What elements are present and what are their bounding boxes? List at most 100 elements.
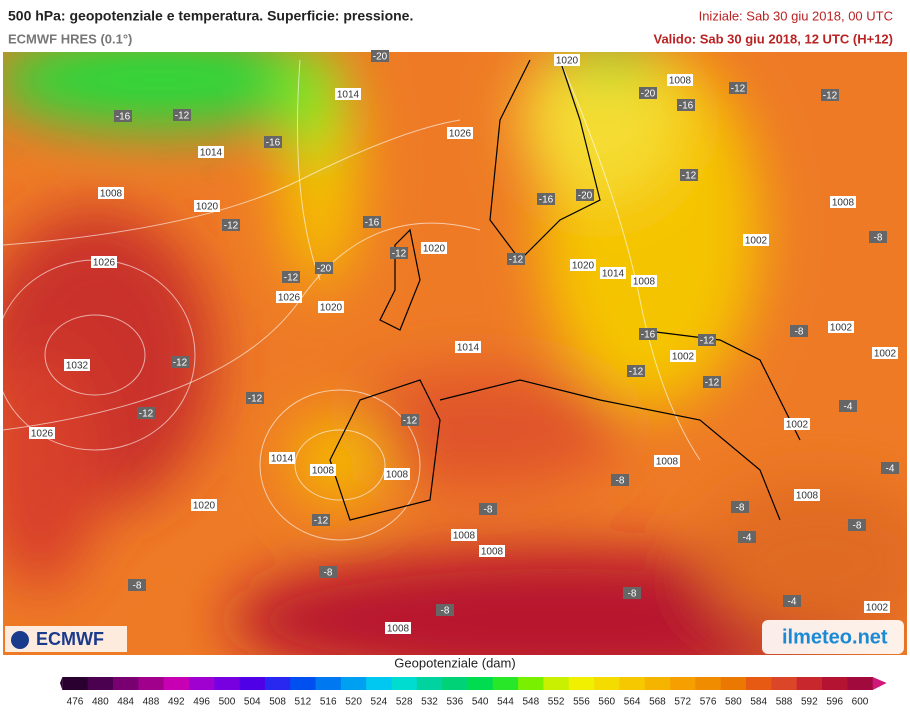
label-box <box>315 262 333 274</box>
colorbar-tick-label: 520 <box>345 697 362 708</box>
init-time: Iniziale: Sab 30 giu 2018, 00 UTC <box>699 8 893 23</box>
colorbar-tick-label: 588 <box>776 697 793 708</box>
temperature-label: -12 <box>248 394 263 405</box>
label-box <box>703 376 721 388</box>
pressure-label: 1014 <box>200 148 223 159</box>
temperature-label: -20 <box>578 191 593 202</box>
colorbar-swatch <box>619 677 646 690</box>
label-box <box>729 82 747 94</box>
colorbar-swatch <box>138 677 165 690</box>
label-box <box>363 216 381 228</box>
colorbar-swatch <box>112 677 139 690</box>
colorbar-swatch <box>264 677 291 690</box>
temperature-label: -8 <box>795 327 804 338</box>
colorbar-title: Geopotenziale (dam) <box>394 655 515 670</box>
colorbar-tick-label: 580 <box>725 697 742 708</box>
temperature-label: -8 <box>616 476 625 487</box>
label-box <box>738 531 756 543</box>
colorbar-swatch <box>822 677 848 690</box>
pressure-label: 1008 <box>387 624 410 635</box>
colorbar-swatch <box>366 677 393 690</box>
colorbar-tick-label: 508 <box>269 697 286 708</box>
temperature-label: -12 <box>700 336 715 347</box>
temperature-label: -12 <box>314 516 329 527</box>
label-box <box>276 291 302 303</box>
label-box <box>319 566 337 578</box>
label-box <box>447 127 473 139</box>
pressure-label: 1008 <box>312 466 335 477</box>
label-box <box>600 267 626 279</box>
colorbar-swatch <box>847 677 874 690</box>
label-box <box>64 359 90 371</box>
label-box <box>436 604 454 616</box>
colorbar-tick-label: 488 <box>143 697 160 708</box>
colorbar-tick-label: 540 <box>472 697 489 708</box>
colorbar-swatch <box>214 677 241 690</box>
pressure-label: 1014 <box>457 343 480 354</box>
label-box <box>371 50 389 62</box>
label-box <box>114 110 132 122</box>
temperature-label: -16 <box>266 138 281 149</box>
temperature-label: -20 <box>641 89 656 100</box>
colorbar-tick-label: 480 <box>92 697 109 708</box>
label-box <box>264 136 282 148</box>
label-box <box>282 271 300 283</box>
colorbar-swatch <box>239 677 266 690</box>
colorbar-tick-label: 512 <box>295 697 312 708</box>
temperature-label: -12 <box>224 221 239 232</box>
label-box <box>91 256 117 268</box>
colorbar-tick-label: 548 <box>522 697 539 708</box>
label-box <box>29 427 55 439</box>
colorbar-swatch <box>62 677 89 690</box>
label-box <box>570 259 596 271</box>
pressure-label: 1020 <box>196 202 219 213</box>
label-box <box>680 169 698 181</box>
colorbar-tick-label: 536 <box>446 697 463 708</box>
pressure-label: 1020 <box>320 303 343 314</box>
label-box <box>128 579 146 591</box>
label-box <box>872 347 898 359</box>
colorbar-swatch <box>796 677 823 690</box>
logo-icon <box>11 631 29 649</box>
pressure-label: 1008 <box>656 457 679 468</box>
label-box <box>171 356 189 368</box>
colorbar-tick-label: 560 <box>598 697 615 708</box>
temperature-label: -4 <box>788 597 797 608</box>
colorbar-tick-label: 484 <box>117 697 134 708</box>
pressure-label: 1032 <box>66 361 89 372</box>
colorbar-swatch <box>442 677 468 690</box>
pressure-label: 1020 <box>423 244 446 255</box>
label-box <box>623 587 641 599</box>
pressure-label: 1008 <box>633 277 656 288</box>
colorbar-tick-label: 500 <box>219 697 236 708</box>
label-box <box>537 193 555 205</box>
label-box <box>821 89 839 101</box>
colorbar-tick-label: 556 <box>573 697 590 708</box>
colorbar-swatch <box>543 677 570 690</box>
temperature-label: -8 <box>484 505 493 516</box>
temperature-label: -20 <box>373 52 388 63</box>
pressure-label: 1026 <box>93 258 116 269</box>
temperature-label: -8 <box>441 606 450 617</box>
temperature-label: -8 <box>874 233 883 244</box>
label-box <box>191 499 217 511</box>
colorbar-tick-label: 596 <box>826 697 843 708</box>
label-box <box>384 468 410 480</box>
colorbar-tick-label: 524 <box>371 697 388 708</box>
temperature-label: -12 <box>139 409 154 420</box>
label-box <box>554 54 580 66</box>
label-box <box>611 474 629 486</box>
label-box <box>864 601 890 613</box>
label-box <box>401 414 419 426</box>
label-box <box>310 464 336 476</box>
pressure-label: 1020 <box>556 56 579 67</box>
pressure-label: 1014 <box>271 454 294 465</box>
temperature-label: -8 <box>736 503 745 514</box>
temperature-label: -12 <box>731 84 746 95</box>
label-box <box>576 189 594 201</box>
logo-right: ilmeteo.net <box>782 626 888 648</box>
pressure-label: 1008 <box>669 76 692 87</box>
label-box <box>507 253 525 265</box>
label-box <box>790 325 808 337</box>
label-box <box>479 545 505 557</box>
